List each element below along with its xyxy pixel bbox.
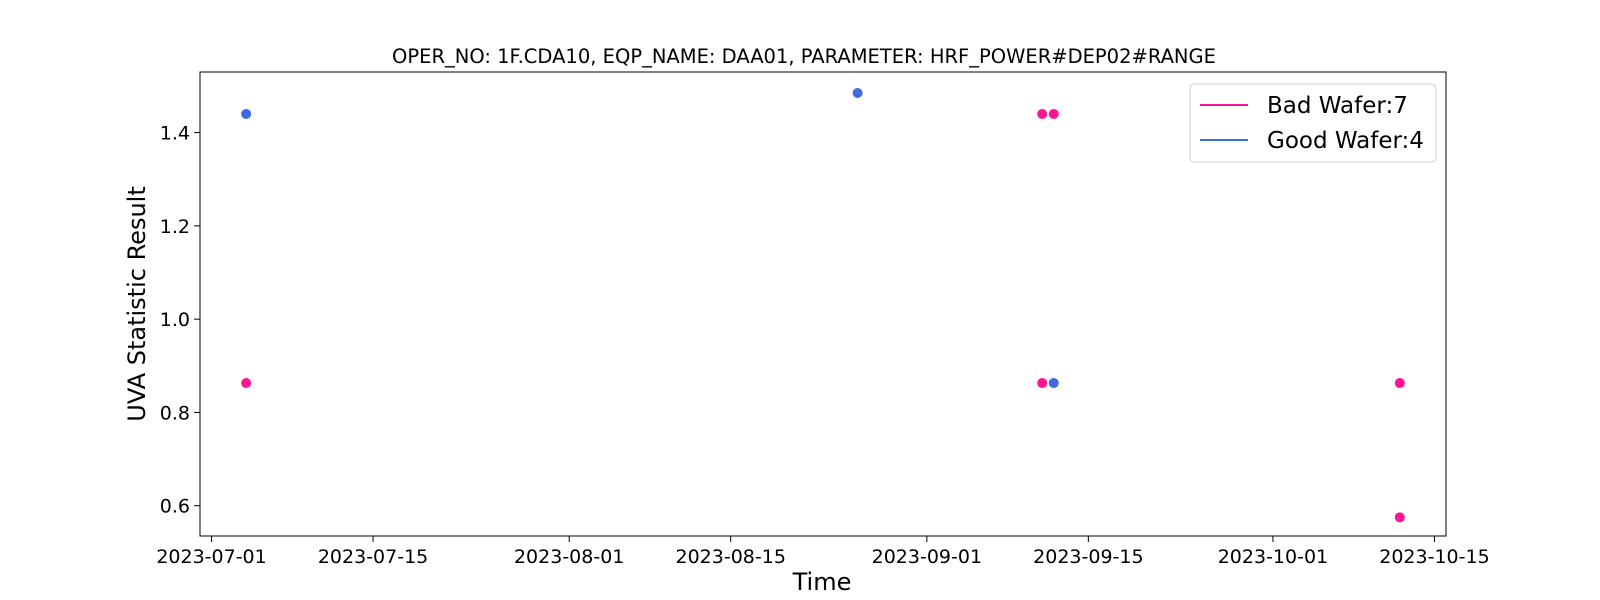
y-tick-label: 1.4 — [160, 123, 190, 145]
y-axis: 0.6 0.8 1.0 1.2 1.4 — [160, 123, 200, 518]
data-point — [1037, 378, 1048, 389]
x-tick-label: 2023-09-15 — [1033, 546, 1143, 568]
x-tick-label: 2023-10-15 — [1379, 546, 1489, 568]
data-point — [241, 108, 252, 119]
x-tick-label: 2023-08-15 — [675, 546, 785, 568]
data-point — [1037, 108, 1048, 119]
x-tick-label: 2023-07-15 — [318, 546, 428, 568]
x-tick-label: 2023-08-01 — [514, 546, 624, 568]
x-tick-label: 2023-09-01 — [872, 546, 982, 568]
x-axis-title: Time — [792, 568, 852, 596]
x-tick-label: 2023-07-01 — [156, 546, 266, 568]
data-point — [1394, 378, 1405, 389]
legend: Bad Wafer:7 Good Wafer:4 — [1189, 83, 1437, 163]
data-point — [241, 378, 252, 389]
y-tick-label: 0.8 — [160, 402, 190, 424]
legend-box — [1189, 83, 1437, 163]
y-tick-label: 0.6 — [160, 496, 190, 518]
legend-label: Good Wafer:4 — [1267, 128, 1424, 154]
chart-title: OPER_NO: 1F.CDA10, EQP_NAME: DAA01, PARA… — [392, 45, 1216, 68]
data-point — [852, 87, 863, 98]
data-point — [1394, 512, 1405, 523]
data-point — [1048, 378, 1059, 389]
y-tick-label: 1.2 — [160, 216, 190, 238]
legend-label: Bad Wafer:7 — [1267, 93, 1408, 119]
data-point — [1048, 108, 1059, 119]
x-axis: 2023-07-01 2023-07-15 2023-08-01 2023-08-15… — [156, 536, 1490, 568]
plot-area — [199, 71, 1447, 537]
y-axis-title: UVA Statistic Result — [123, 186, 151, 422]
x-tick-label: 2023-10-01 — [1218, 546, 1328, 568]
y-tick-label: 1.0 — [160, 309, 190, 331]
data-points — [241, 87, 1405, 523]
